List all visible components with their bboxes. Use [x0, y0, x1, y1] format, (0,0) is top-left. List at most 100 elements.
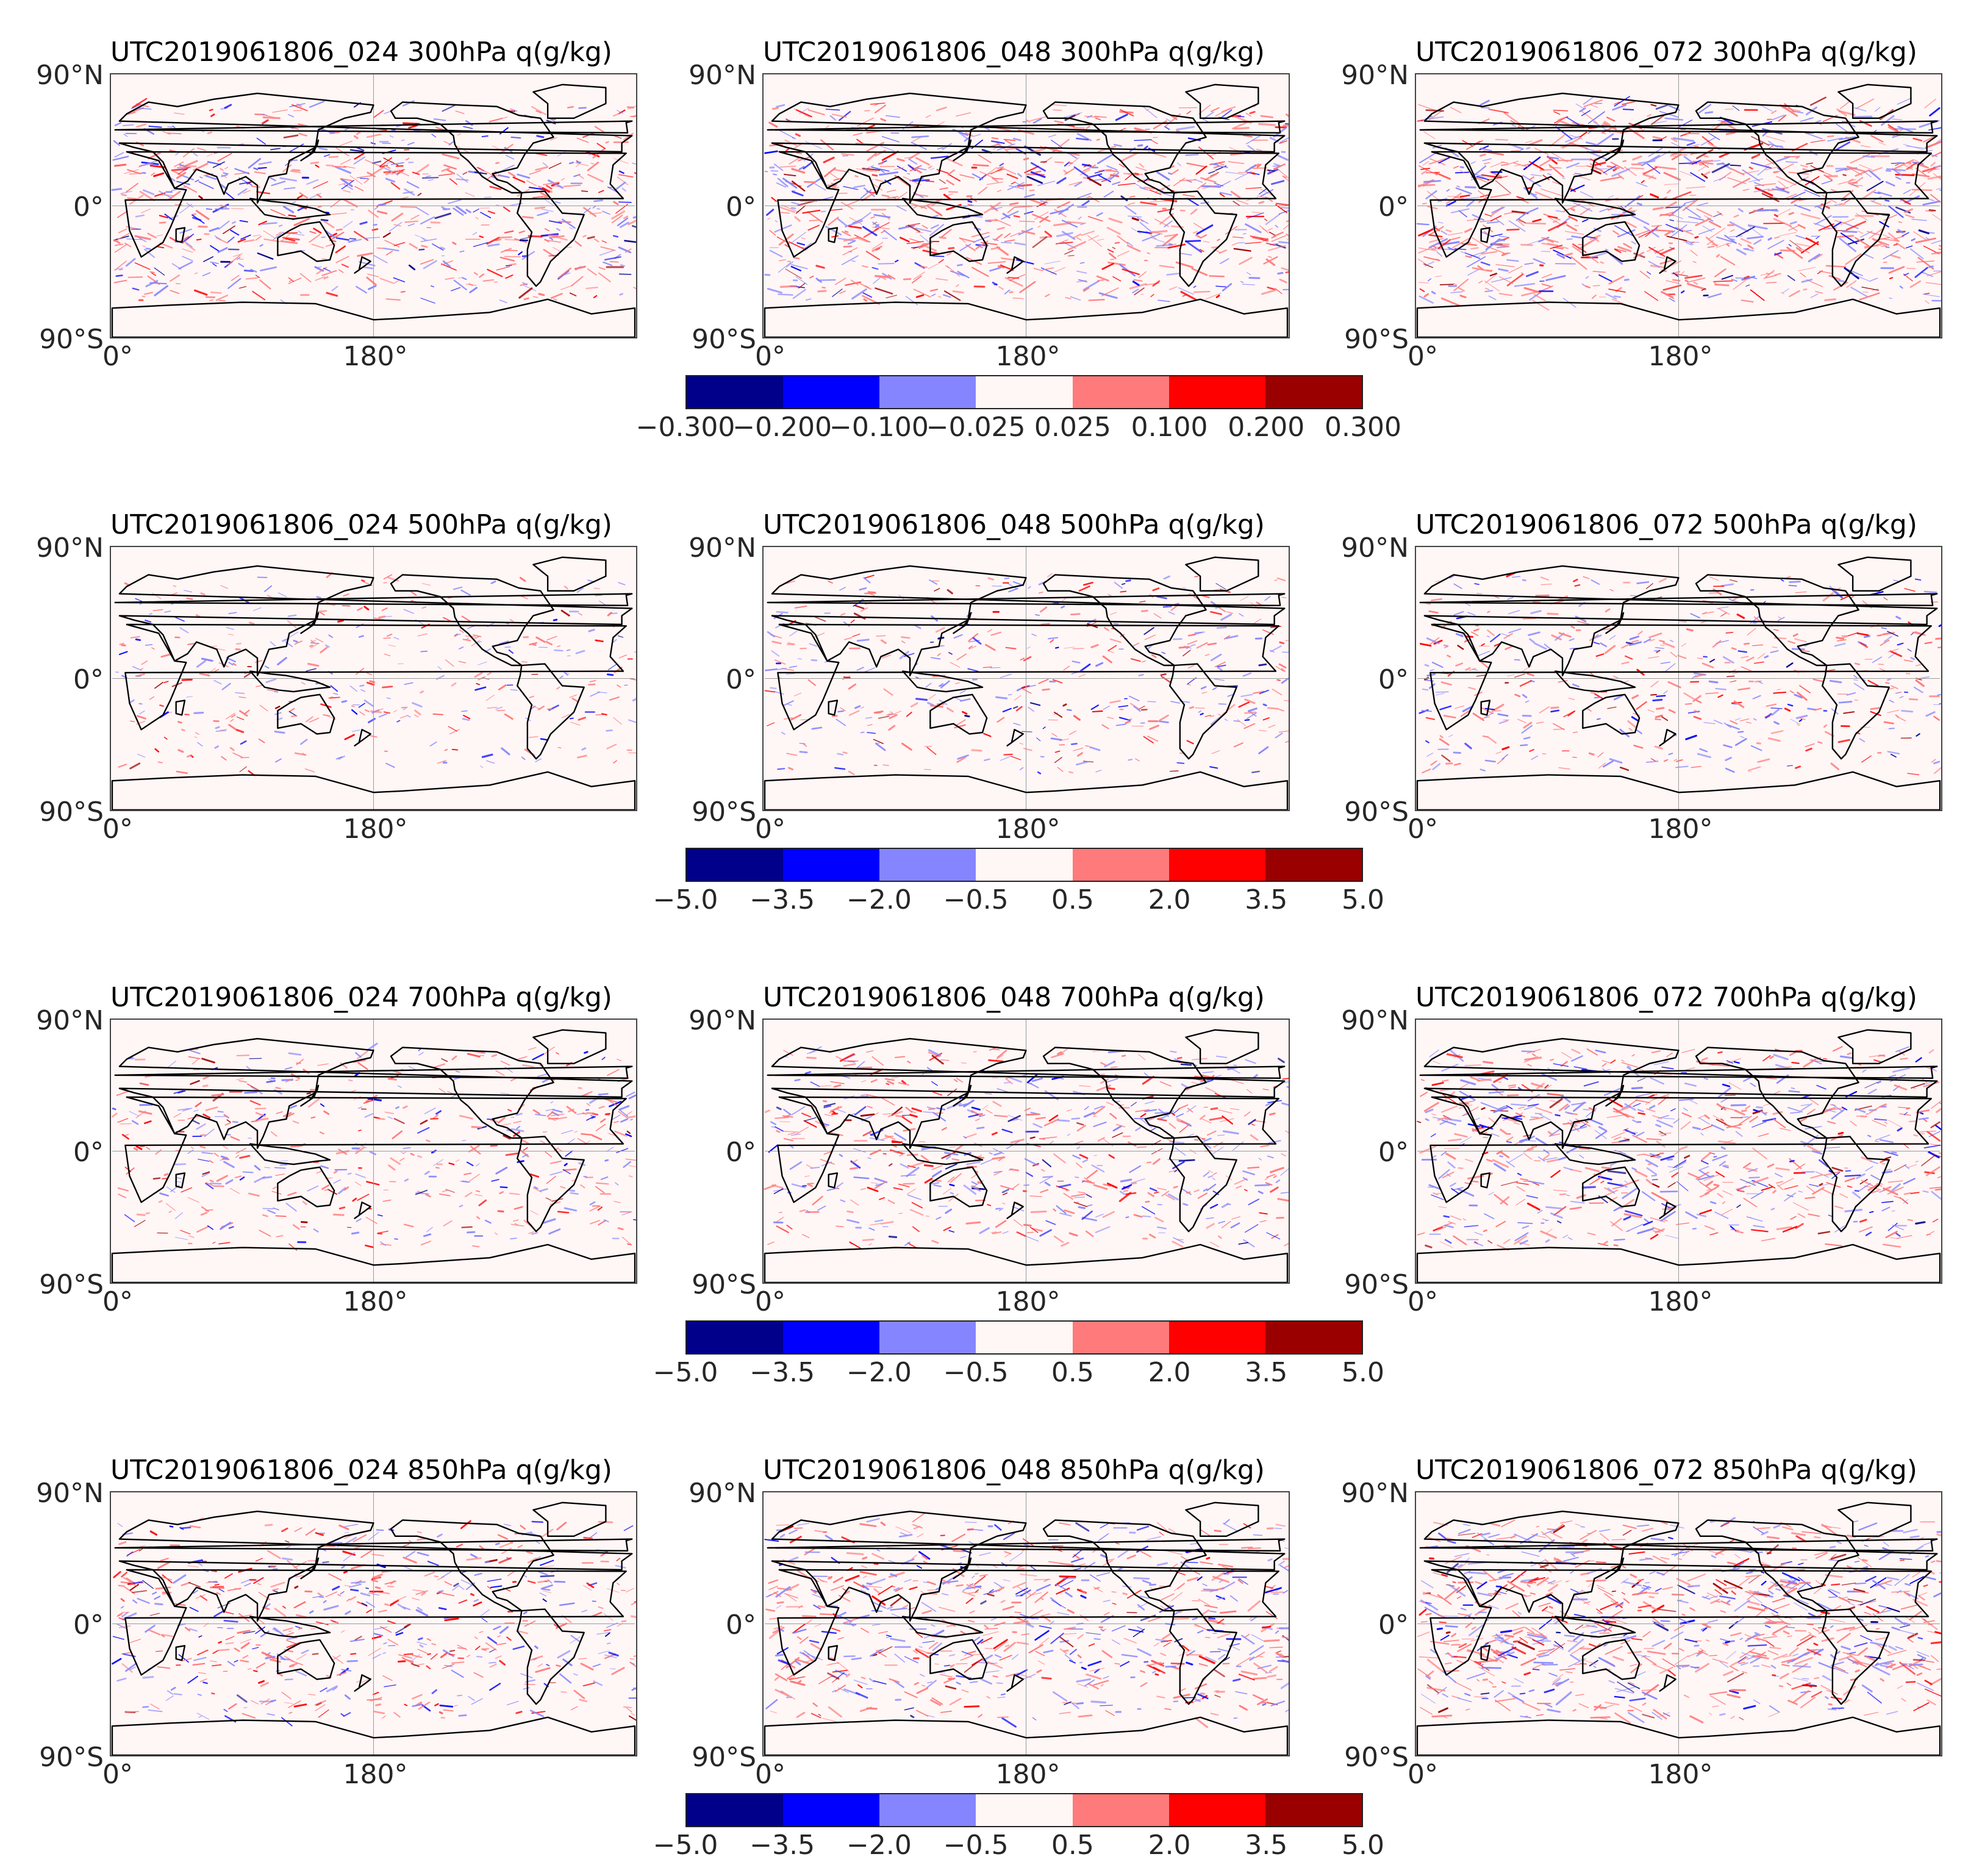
anomaly-streak	[613, 717, 622, 725]
anomaly-streak	[589, 1205, 601, 1212]
anomaly-streak	[349, 686, 357, 692]
anomaly-streak	[930, 224, 939, 229]
anomaly-streak	[1709, 659, 1715, 663]
anomaly-streak	[232, 253, 243, 257]
anomaly-streak	[1934, 251, 1941, 253]
anomaly-streak	[771, 640, 782, 645]
anomaly-streak	[149, 271, 156, 274]
colorbar-segment	[976, 376, 1073, 408]
anomaly-streak	[873, 277, 881, 284]
anomaly-streak	[1590, 158, 1601, 166]
anomaly-streak	[1181, 1083, 1188, 1089]
anomaly-streak	[166, 1186, 176, 1193]
anomaly-streak	[1265, 1182, 1273, 1186]
anomaly-streak	[1285, 640, 1289, 642]
anomaly-streak	[1877, 191, 1892, 197]
anomaly-streak	[349, 149, 364, 152]
anomaly-streak	[779, 165, 796, 168]
anomaly-streak	[1109, 612, 1117, 615]
anomaly-streak	[952, 290, 964, 294]
anomaly-streak	[288, 711, 297, 717]
anomaly-streak	[1647, 271, 1651, 275]
anomaly-streak	[577, 754, 587, 759]
anomaly-streak	[299, 192, 308, 199]
anomaly-streak	[154, 681, 164, 689]
anomaly-streak	[1530, 174, 1542, 177]
anomaly-streak	[1769, 196, 1778, 199]
anomaly-streak	[1547, 156, 1559, 160]
anomaly-streak	[1529, 748, 1534, 752]
anomaly-streak	[239, 1176, 245, 1181]
anomaly-streak	[1508, 628, 1522, 634]
anomaly-streak	[1013, 723, 1021, 726]
anomaly-streak	[1644, 291, 1659, 301]
anomaly-streak	[281, 232, 293, 242]
anomaly-streak	[1551, 634, 1562, 640]
anomaly-streak	[1487, 610, 1490, 614]
anomaly-streak	[219, 183, 228, 190]
anomaly-streak	[220, 585, 228, 589]
anomaly-streak	[1590, 692, 1596, 695]
anomaly-streak	[1026, 646, 1031, 649]
anomaly-streak	[886, 714, 896, 716]
anomaly-streak	[1523, 156, 1541, 171]
anomaly-streak	[1742, 169, 1760, 182]
anomaly-streak	[1553, 111, 1561, 115]
anomaly-streak	[1708, 132, 1720, 140]
anomaly-streak	[1514, 673, 1526, 678]
anomaly-streak	[1688, 216, 1705, 221]
anomaly-streak	[195, 1101, 202, 1108]
anomaly-streak	[1672, 156, 1679, 157]
anomaly-streak	[1427, 206, 1438, 210]
anomaly-streak	[804, 141, 823, 149]
anomaly-streak	[1079, 262, 1085, 264]
anomaly-streak	[1182, 1188, 1192, 1195]
anomaly-streak	[1591, 295, 1597, 299]
coastline	[1006, 729, 1024, 746]
anomaly-streak	[1579, 107, 1586, 112]
anomaly-streak	[1612, 104, 1627, 111]
anomaly-streak	[364, 709, 370, 712]
anomaly-streak	[1106, 165, 1118, 171]
anomaly-streak	[566, 1106, 577, 1114]
anomaly-streak	[860, 189, 872, 199]
anomaly-streak	[627, 106, 635, 109]
anomaly-streak	[1138, 271, 1147, 278]
anomaly-streak	[1076, 137, 1089, 141]
anomaly-streak	[1600, 642, 1608, 648]
anomaly-streak	[1156, 595, 1167, 600]
anomaly-streak	[546, 1111, 554, 1117]
anomaly-streak	[907, 224, 921, 233]
anomaly-streak	[1230, 190, 1241, 199]
anomaly-streak	[1453, 278, 1469, 292]
anomaly-streak	[632, 162, 636, 165]
anomaly-streak	[1816, 205, 1823, 210]
anomaly-streak	[1476, 675, 1487, 677]
anomaly-streak	[615, 1182, 619, 1186]
anomaly-streak	[1215, 295, 1220, 298]
anomaly-streak	[810, 1081, 820, 1087]
anomaly-streak	[357, 252, 373, 257]
anomaly-streak	[1795, 765, 1801, 769]
anomaly-streak	[289, 103, 306, 107]
anomaly-streak	[316, 596, 321, 599]
anomaly-streak	[159, 1200, 163, 1203]
anomaly-streak	[1935, 138, 1941, 144]
anomaly-streak	[278, 224, 283, 227]
anomaly-streak	[1132, 288, 1139, 294]
anomaly-streak	[960, 690, 967, 694]
anomaly-streak	[1100, 1062, 1106, 1066]
anomaly-streak	[1117, 250, 1129, 257]
anomaly-streak	[595, 1123, 606, 1131]
anomaly-streak	[1284, 1081, 1289, 1083]
anomaly-streak	[487, 706, 498, 709]
anomaly-streak	[185, 160, 198, 166]
anomaly-streak	[351, 1231, 360, 1235]
anomaly-streak	[1703, 721, 1715, 725]
anomaly-streak	[796, 242, 806, 246]
x-tick-label: 0°	[755, 341, 785, 372]
anomaly-streak	[1015, 259, 1034, 265]
x-tick-label: 180°	[1648, 341, 1713, 372]
anomaly-streak	[614, 1130, 628, 1137]
anomaly-streak	[1082, 280, 1100, 291]
